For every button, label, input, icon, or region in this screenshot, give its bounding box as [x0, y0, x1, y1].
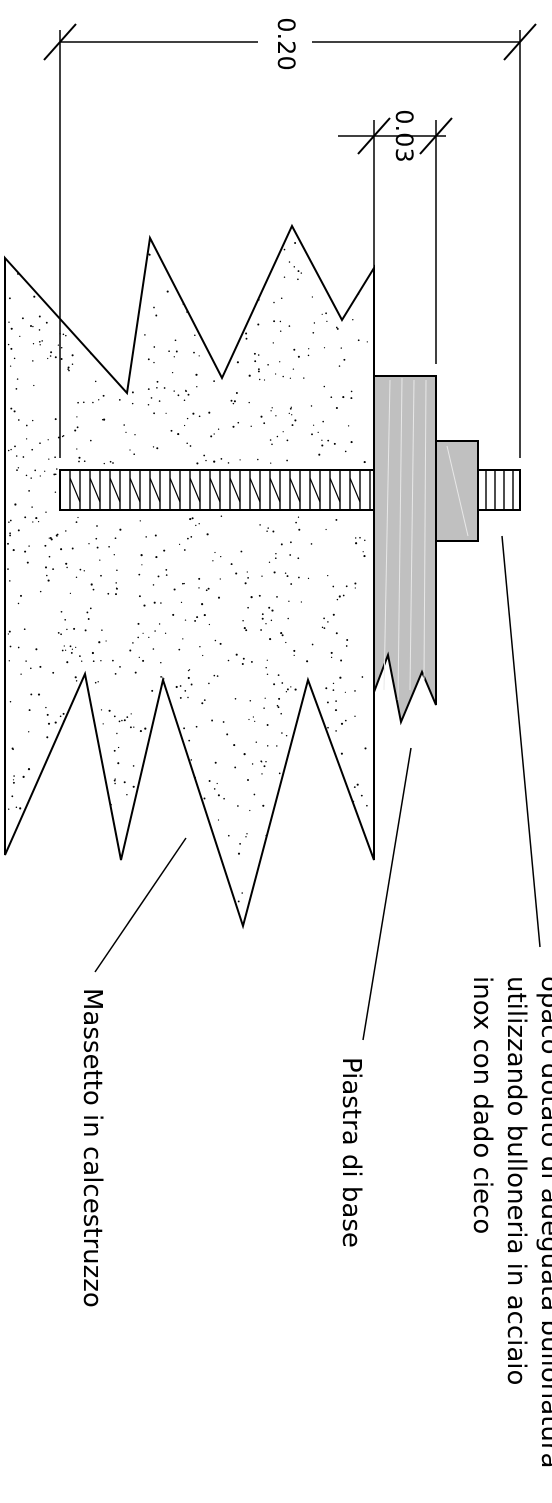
plate-label: Piastra di base [336, 1057, 366, 1248]
concrete-texture [7, 242, 368, 903]
leader-plate [362, 747, 412, 1041]
leader-bolt [501, 535, 541, 948]
base-plate [373, 375, 437, 726]
leader-screed [94, 837, 187, 973]
dimension-plate-label: 0.03 [390, 109, 418, 162]
threaded-rod [59, 469, 375, 511]
rod-end [477, 469, 521, 511]
cap-nut [435, 440, 479, 542]
bolt-note: opaco dotato di adeguata bullonatura uti… [467, 976, 552, 1469]
dimension-plate: 0.03 [338, 109, 453, 364]
dimension-overall-label: 0.20 [272, 17, 300, 70]
bolt-note-line-3: inox con dado cieco [467, 976, 497, 1234]
bolt-note-line-2: utilizzando bulloneria in acciaio [501, 976, 531, 1385]
concrete-screed [4, 223, 375, 930]
screed-label: Massetto in calcestruzzo [77, 988, 107, 1308]
plate-grain [383, 377, 427, 701]
dimension-overall: 0.20 [43, 17, 537, 458]
bolt-note-line-1: opaco dotato di adeguata bullonatura [535, 976, 552, 1469]
